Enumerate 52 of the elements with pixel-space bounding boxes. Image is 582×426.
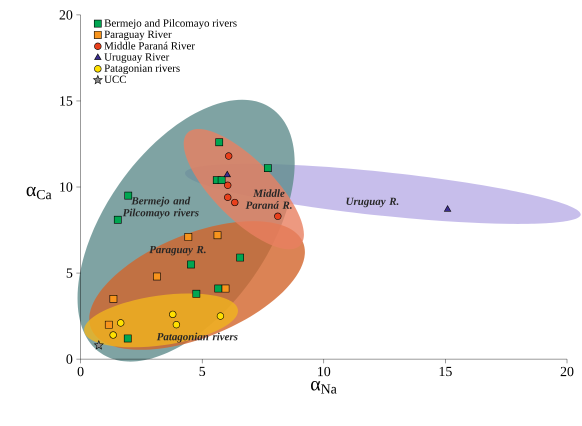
- annotation: Patagonian rivers: [156, 332, 238, 343]
- y-tick-label: 15: [60, 96, 72, 106]
- point: [114, 216, 122, 224]
- x-axis-title: α$_{Na}$: [311, 381, 337, 394]
- x-tick-label: 20: [560, 366, 574, 376]
- y-tick-label: 20: [60, 10, 72, 20]
- y-tick-label: 0: [66, 354, 72, 364]
- point: [216, 312, 224, 320]
- point: [225, 152, 232, 160]
- point: [236, 254, 244, 262]
- legend-label: Middle Paraná River: [104, 42, 195, 50]
- point: [192, 290, 200, 298]
- x-tick-label: 15: [440, 366, 452, 376]
- point: [274, 212, 282, 220]
- point: [218, 176, 226, 184]
- point: [187, 260, 195, 268]
- annotation: Uruguay R.: [346, 198, 398, 208]
- point: [222, 284, 230, 293]
- legend-label: Patagonian rivers: [104, 64, 180, 74]
- point: [117, 319, 124, 327]
- point: [172, 321, 180, 328]
- point: [153, 272, 161, 280]
- y-axis-title: α$_{Ca}$: [26, 186, 52, 200]
- point: [184, 233, 192, 241]
- point: [214, 284, 222, 293]
- point: [94, 340, 104, 350]
- legend-label: Bermejo and Pilcomayo rivers: [104, 19, 237, 30]
- point: [124, 192, 132, 200]
- y-tick-label: 5: [66, 268, 72, 278]
- y-tick-label: 10: [60, 182, 72, 192]
- point: [264, 164, 272, 172]
- x-tick-label: 5: [200, 366, 206, 376]
- point: [110, 331, 117, 339]
- point: [215, 138, 224, 146]
- point: [224, 182, 232, 190]
- point: [444, 205, 452, 212]
- point: [224, 171, 231, 178]
- legend-label: Paraguay River: [104, 30, 172, 40]
- point: [231, 198, 238, 206]
- point: [169, 310, 176, 318]
- annotation: Paraguay R.: [149, 246, 206, 256]
- annotation: Middle Paraná R.: [246, 189, 292, 209]
- annotation: Bermejo and Pilcomayo rivers: [122, 196, 199, 219]
- x-tick-label: 0: [78, 366, 84, 376]
- point: [124, 334, 132, 342]
- point: [214, 231, 222, 240]
- point: [224, 194, 232, 202]
- x-tick-label: 10: [318, 366, 330, 376]
- legend-label: Uruguay River: [104, 53, 170, 64]
- point: [110, 295, 118, 303]
- legend-label: UCC: [104, 76, 126, 84]
- point: [104, 320, 113, 329]
